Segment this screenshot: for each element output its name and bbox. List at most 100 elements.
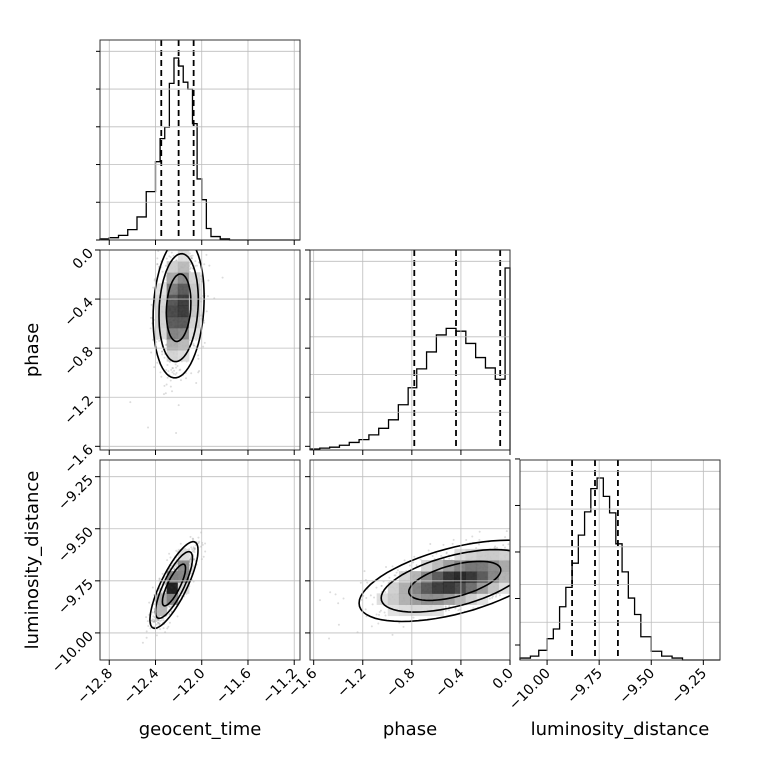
density-cell <box>398 604 411 617</box>
sample-point <box>167 224 169 226</box>
density-cell <box>155 327 168 340</box>
sample-point <box>169 605 172 608</box>
joint-panel-geocent-time-vs-phase <box>99 249 301 451</box>
sample-point <box>193 547 196 550</box>
sample-point <box>531 543 533 545</box>
sample-point <box>431 555 434 558</box>
sample-point <box>175 259 178 262</box>
sample-point <box>205 310 208 313</box>
sample-point <box>524 554 526 556</box>
sample-point <box>539 566 541 568</box>
sample-point <box>540 551 542 553</box>
sample-point <box>190 255 193 258</box>
density-cell <box>476 571 489 583</box>
sample-point <box>380 584 383 587</box>
y-axis-label-phase: phase <box>22 323 43 377</box>
y-tick-label-phase: −1.6 <box>61 442 96 477</box>
sample-point <box>189 556 192 559</box>
sample-point <box>179 542 182 545</box>
sample-point <box>408 564 411 567</box>
sample-point <box>149 316 152 319</box>
sample-point <box>198 540 201 543</box>
sample-point <box>513 563 515 565</box>
sample-point <box>174 363 177 366</box>
sample-point <box>183 245 185 247</box>
density-cell <box>410 604 422 617</box>
x-tick-label-luminosity-distance: −9.25 <box>669 666 711 708</box>
sample-point <box>151 586 154 589</box>
density-cell <box>177 338 190 351</box>
sample-point <box>162 619 165 622</box>
sample-point <box>204 550 207 553</box>
sample-point <box>415 564 418 567</box>
sample-point <box>535 554 537 556</box>
sample-point <box>395 571 398 574</box>
sample-point <box>187 214 189 216</box>
sample-point <box>514 558 516 560</box>
density-cell <box>454 560 467 572</box>
sample-point <box>153 618 156 621</box>
sample-point <box>329 591 332 594</box>
sample-point <box>179 379 182 382</box>
sample-point <box>145 636 148 639</box>
sample-point <box>189 560 192 563</box>
sample-point <box>369 594 372 597</box>
sample-point <box>207 279 210 282</box>
sample-point <box>524 594 526 596</box>
sample-point <box>521 579 523 581</box>
density-cell <box>421 604 433 617</box>
sample-point <box>190 257 193 260</box>
sample-point <box>158 339 161 342</box>
density-cell <box>487 582 500 594</box>
sample-point <box>179 245 181 247</box>
density-cell <box>177 294 190 307</box>
density-cell <box>398 593 411 605</box>
sample-point <box>445 551 448 554</box>
sample-point <box>206 295 209 298</box>
sample-point <box>365 597 368 600</box>
sample-point <box>157 621 160 624</box>
sample-point <box>524 574 526 576</box>
sample-point <box>378 611 381 614</box>
y-tick-label-luminosity-distance: −9.25 <box>55 472 97 514</box>
sample-point <box>523 571 525 573</box>
sample-point <box>525 573 527 575</box>
density-cell <box>476 548 489 561</box>
sample-point <box>495 593 498 596</box>
sample-point <box>513 569 515 571</box>
frame-layer <box>99 39 721 661</box>
sample-point <box>189 558 192 561</box>
y-tick-label-luminosity-distance: −9.75 <box>55 576 97 618</box>
density-cell <box>421 571 433 583</box>
sample-point <box>526 571 528 573</box>
y-tick-label-luminosity-distance: −10.00 <box>49 628 97 676</box>
sample-point <box>175 259 178 262</box>
sample-point <box>178 369 181 372</box>
sample-point <box>191 245 193 247</box>
sample-point <box>513 562 515 564</box>
sample-point <box>164 344 167 347</box>
density-cell <box>487 548 500 561</box>
sample-point <box>370 625 373 628</box>
sample-point <box>541 554 543 556</box>
sample-point <box>458 608 461 611</box>
sample-point <box>164 392 167 395</box>
y-tick-label-luminosity-distance: −9.50 <box>55 524 97 566</box>
sample-point <box>448 557 451 560</box>
sample-point <box>156 263 159 266</box>
sample-point <box>366 581 369 584</box>
sample-point <box>491 596 494 599</box>
density-cell <box>188 294 201 307</box>
sample-point <box>545 571 547 573</box>
sample-point <box>197 230 199 232</box>
sample-point <box>171 234 173 236</box>
sample-point <box>191 569 194 572</box>
contour-geocent-time-vs-phase-0 <box>152 250 206 379</box>
sample-point <box>164 264 167 267</box>
density-phase-vs-luminosity-distance <box>318 530 547 640</box>
sample-point <box>174 234 176 236</box>
density-cell <box>155 593 168 605</box>
sample-point <box>166 376 169 379</box>
sample-point <box>159 371 162 374</box>
sample-point <box>161 350 164 353</box>
